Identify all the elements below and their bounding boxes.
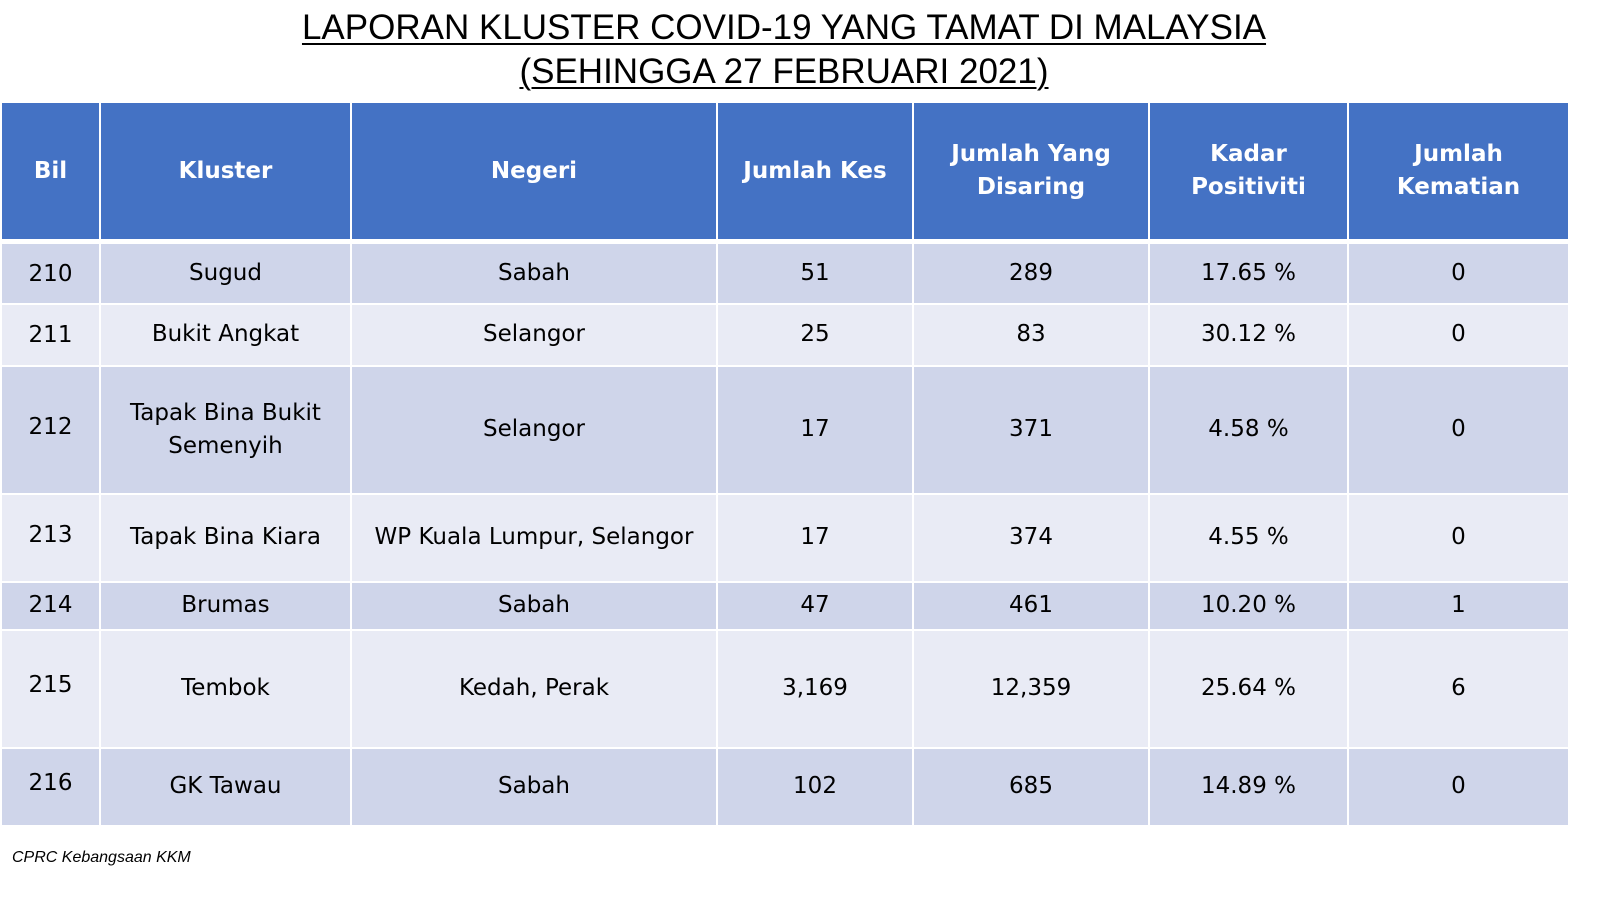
- table-row: 215 Tembok Kedah, Perak 3,169 12,359 25.…: [0, 628, 1570, 749]
- cell-jumlah-kes: 3,169: [716, 628, 914, 749]
- report-title-line-2: (SEHINGGA 27 FEBRUARI 2021): [519, 52, 1049, 91]
- table-row: 213 Tapak Bina Kiara WP Kuala Lumpur, Se…: [0, 492, 1570, 583]
- header-kadar-positiviti: Kadar Positiviti: [1148, 101, 1349, 244]
- cell-negeri: Sabah: [350, 580, 718, 631]
- cluster-table: Bil Kluster Negeri Jumlah Kes Jumlah Yan…: [0, 101, 1570, 827]
- cell-kadar-positiviti: 30.12 %: [1148, 302, 1349, 367]
- header-jumlah-kes: Jumlah Kes: [716, 101, 914, 244]
- cell-negeri: WP Kuala Lumpur, Selangor: [350, 492, 718, 583]
- header-jumlah-kematian: Jumlah Kematian: [1347, 101, 1570, 244]
- table-row: 216 GK Tawau Sabah 102 685 14.89 % 0: [0, 746, 1570, 827]
- cell-kadar-positiviti: 4.55 %: [1148, 492, 1349, 583]
- cell-jumlah-disaring: 371: [912, 364, 1150, 495]
- table-body: 210 Sugud Sabah 51 289 17.65 % 0 211 Buk…: [0, 240, 1570, 827]
- cell-jumlah-disaring: 461: [912, 580, 1150, 631]
- cell-bil: 216: [0, 746, 101, 827]
- cell-bil: 211: [0, 302, 101, 367]
- cell-kadar-positiviti: 4.58 %: [1148, 364, 1349, 495]
- cell-negeri: Kedah, Perak: [350, 628, 718, 749]
- cell-jumlah-kes: 102: [716, 746, 914, 827]
- cell-jumlah-kematian: 6: [1347, 628, 1570, 749]
- cell-negeri: Selangor: [350, 302, 718, 367]
- cell-bil: 210: [0, 240, 101, 305]
- cell-negeri: Selangor: [350, 364, 718, 495]
- cell-jumlah-kematian: 0: [1347, 364, 1570, 495]
- cell-kluster: Tapak Bina Bukit Semenyih: [99, 364, 352, 495]
- cell-jumlah-kes: 47: [716, 580, 914, 631]
- cell-jumlah-kes: 51: [716, 240, 914, 305]
- cell-jumlah-kes: 17: [716, 364, 914, 495]
- header-kluster: Kluster: [99, 101, 352, 244]
- source-note: CPRC Kebangsaan KKM: [12, 849, 191, 866]
- cell-kadar-positiviti: 14.89 %: [1148, 746, 1349, 827]
- cell-jumlah-kematian: 0: [1347, 240, 1570, 305]
- cell-bil: 215: [0, 628, 101, 749]
- cell-jumlah-disaring: 83: [912, 302, 1150, 367]
- cell-kluster: Tapak Bina Kiara: [99, 492, 352, 583]
- cell-kadar-positiviti: 10.20 %: [1148, 580, 1349, 631]
- cell-negeri: Sabah: [350, 240, 718, 305]
- cell-kluster: Tembok: [99, 628, 352, 749]
- report-title: LAPORAN KLUSTER COVID-19 YANG TAMAT DI M…: [0, 6, 1568, 94]
- cell-jumlah-disaring: 12,359: [912, 628, 1150, 749]
- cell-jumlah-disaring: 685: [912, 746, 1150, 827]
- cell-jumlah-kematian: 0: [1347, 746, 1570, 827]
- cell-bil: 212: [0, 364, 101, 495]
- cell-jumlah-kematian: 0: [1347, 492, 1570, 583]
- cell-jumlah-kes: 25: [716, 302, 914, 367]
- header-jumlah-disaring: Jumlah Yang Disaring: [912, 101, 1150, 244]
- cell-jumlah-disaring: 289: [912, 240, 1150, 305]
- cell-kadar-positiviti: 25.64 %: [1148, 628, 1349, 749]
- cell-negeri: Sabah: [350, 746, 718, 827]
- table-row: 211 Bukit Angkat Selangor 25 83 30.12 % …: [0, 302, 1570, 367]
- cell-kluster: Brumas: [99, 580, 352, 631]
- table-header: Bil Kluster Negeri Jumlah Kes Jumlah Yan…: [0, 101, 1570, 244]
- header-negeri: Negeri: [350, 101, 718, 244]
- cell-jumlah-disaring: 374: [912, 492, 1150, 583]
- cell-jumlah-kes: 17: [716, 492, 914, 583]
- table-row: 212 Tapak Bina Bukit Semenyih Selangor 1…: [0, 364, 1570, 495]
- cell-jumlah-kematian: 1: [1347, 580, 1570, 631]
- report-title-line-1: LAPORAN KLUSTER COVID-19 YANG TAMAT DI M…: [301, 8, 1267, 47]
- header-bil: Bil: [0, 101, 101, 244]
- cell-bil: 214: [0, 580, 101, 631]
- table-header-row: Bil Kluster Negeri Jumlah Kes Jumlah Yan…: [0, 101, 1570, 244]
- cell-kluster: Bukit Angkat: [99, 302, 352, 367]
- cell-bil: 213: [0, 492, 101, 583]
- cell-kadar-positiviti: 17.65 %: [1148, 240, 1349, 305]
- cell-kluster: Sugud: [99, 240, 352, 305]
- cell-jumlah-kematian: 0: [1347, 302, 1570, 367]
- cell-kluster: GK Tawau: [99, 746, 352, 827]
- table-row: 210 Sugud Sabah 51 289 17.65 % 0: [0, 240, 1570, 305]
- table-row: 214 Brumas Sabah 47 461 10.20 % 1: [0, 580, 1570, 631]
